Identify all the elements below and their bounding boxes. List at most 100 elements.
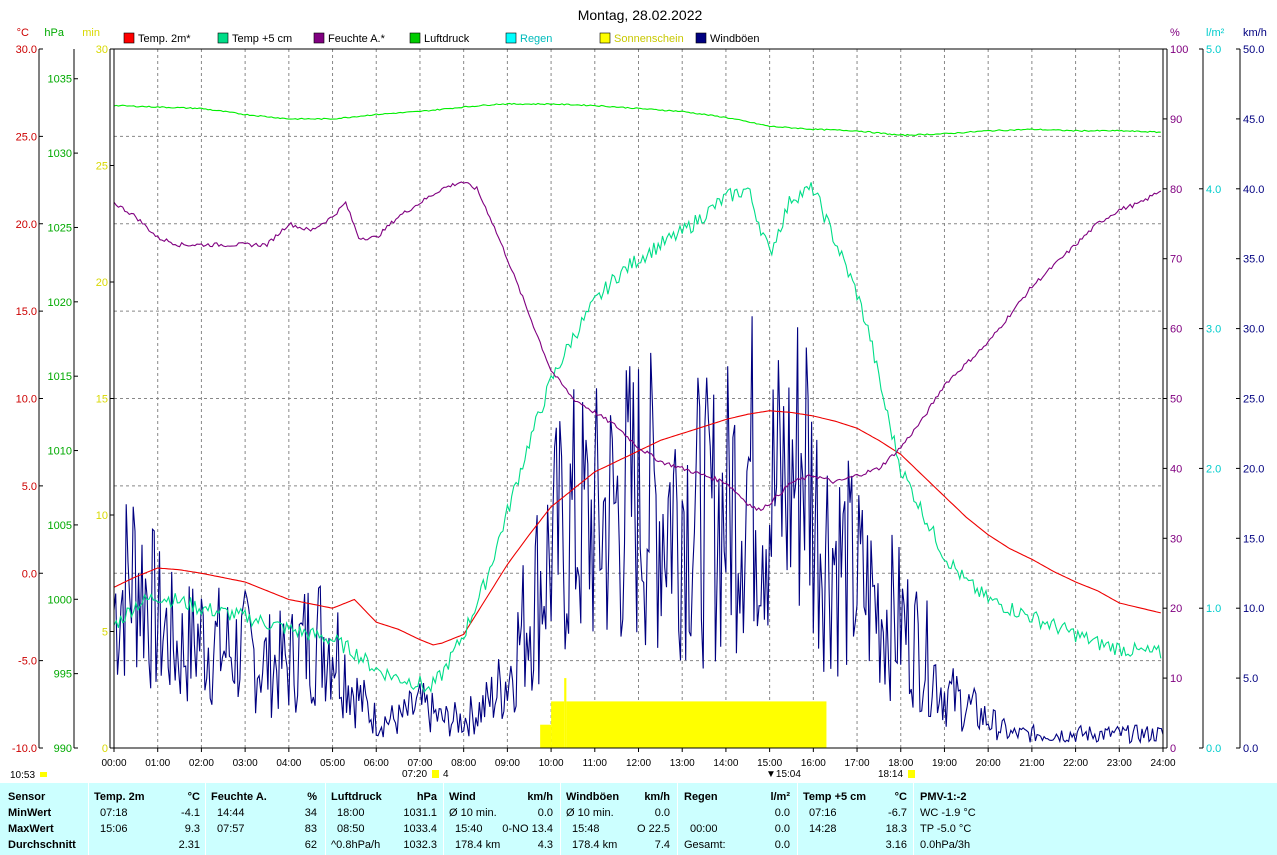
- x-tick-label: 09:00: [495, 758, 520, 769]
- x-tick-label: 20:00: [976, 758, 1001, 769]
- temp_c-tick-label: 20.0: [16, 219, 37, 231]
- wind_kmh-unit-label: km/h: [1243, 27, 1267, 39]
- feuchte-avg-value: 62: [304, 839, 317, 851]
- luftdruck-avg-value: 1032.3: [403, 839, 437, 851]
- feuchte-column: Feuchte A. % 14:44 34 07:57 83 62: [211, 783, 317, 855]
- humidity_pct-unit-label: %: [1170, 27, 1180, 39]
- pressure_hpa-tick-label: 1000: [48, 594, 72, 606]
- luftdruck-min-time: 18:00: [337, 807, 365, 819]
- humidity_pct-tick-label: 100: [1170, 44, 1188, 56]
- windboen-max-time: 15:48: [572, 823, 600, 835]
- rain_lm2-tick-label: 0.0: [1206, 743, 1221, 755]
- sunrise-marker: [432, 770, 439, 778]
- rain_lm2-unit-label: l/m²: [1206, 27, 1225, 39]
- series-line: [113, 102, 1161, 137]
- sunset-label: 18:14: [878, 769, 903, 780]
- temp5cm-header: Temp +5 cm: [803, 791, 867, 803]
- legend-label: Sonnenschein: [614, 33, 684, 45]
- col-separator: [443, 783, 444, 855]
- windboen-header: Windböen: [566, 791, 620, 803]
- pressure_hpa-tick-label: 1005: [48, 520, 72, 532]
- legend-label: Regen: [520, 33, 552, 45]
- sunshine_min-tick-label: 0: [102, 743, 108, 755]
- x-tick-label: 17:00: [845, 758, 870, 769]
- wind_kmh-tick-label: 10.0: [1243, 603, 1264, 615]
- wind_kmh-tick-label: 45.0: [1243, 114, 1264, 126]
- luftdruck-column: Luftdruck hPa 18:00 1031.1 08:50 1033.4 …: [331, 783, 437, 855]
- pressure_hpa-tick-label: 995: [54, 669, 72, 681]
- sunshine-bar: [566, 701, 827, 748]
- wind-max-value: 0-NO 13.4: [502, 823, 553, 835]
- noon-label: ▼15:04: [766, 769, 801, 780]
- legend-label: Temp +5 cm: [232, 33, 292, 45]
- luftdruck-unit: hPa: [416, 791, 437, 803]
- sunshine_min-tick-label: 25: [96, 161, 108, 173]
- rain_lm2-tick-label: 3.0: [1206, 324, 1221, 336]
- rain_lm2-tick-label: 1.0: [1206, 603, 1221, 615]
- sunshine-bar: [540, 724, 552, 748]
- windboen-mean-value: 7.4: [654, 839, 670, 851]
- sunshine_min-tick-label: 20: [96, 277, 108, 289]
- wind-avg-value: 0.0: [537, 807, 553, 819]
- temp2m-min-time: 07:18: [100, 807, 128, 819]
- wind_kmh-tick-label: 25.0: [1243, 394, 1264, 406]
- series-line: [113, 181, 1162, 512]
- temp_c-tick-label: -10.0: [12, 743, 37, 755]
- luftdruck-header: Luftdruck: [331, 791, 382, 803]
- wind-gust-series: [113, 316, 1164, 745]
- legend-swatch: [409, 32, 421, 44]
- sunshine_min-tick-label: 5: [102, 627, 108, 639]
- sunshine_min-tick-label: 10: [96, 510, 108, 522]
- humidity_pct-tick-label: 90: [1170, 114, 1182, 126]
- temp5cm-min-value: -6.7: [888, 807, 907, 819]
- legend-swatch: [695, 32, 707, 44]
- regen-max-time: 00:00: [690, 823, 718, 835]
- pressure_hpa-tick-label: 1020: [48, 297, 72, 309]
- sunset-marker: [908, 770, 915, 778]
- col-separator: [677, 783, 678, 855]
- wind-unit: km/h: [527, 791, 553, 803]
- x-tick-label: 15:00: [757, 758, 782, 769]
- windboen-column: Windböen km/h Ø 10 min. 0.0 15:48 O 22.5…: [566, 783, 670, 855]
- sunshine-bar: [564, 678, 567, 748]
- statistics-table: Sensor MinWert MaxWert Durchschnitt Temp…: [0, 783, 1277, 855]
- temp_c-tick-label: -5.0: [18, 656, 37, 668]
- series-line: [113, 410, 1161, 646]
- humidity_pct-tick-label: 80: [1170, 184, 1182, 196]
- humidity_pct-tick-label: 70: [1170, 254, 1182, 266]
- x-tick-label: 22:00: [1063, 758, 1088, 769]
- pmv-windchill: WC -1.9 °C: [920, 807, 976, 819]
- humidity_pct-tick-label: 50: [1170, 394, 1182, 406]
- x-tick-label: 07:00: [407, 758, 432, 769]
- luftdruck-trend: ^0.8hPa/h: [331, 839, 381, 851]
- wind-header: Wind: [449, 791, 476, 803]
- temp_c-tick-label: 15.0: [16, 306, 37, 318]
- legend-swatch: [217, 32, 229, 44]
- noon-time: 15:04: [776, 769, 801, 780]
- wind_kmh-tick-label: 35.0: [1243, 254, 1264, 266]
- x-tick-label: 24:00: [1150, 758, 1175, 769]
- temp_c-tick-label: 0.0: [22, 568, 37, 580]
- x-tick-label: 05:00: [320, 758, 345, 769]
- col-separator: [205, 783, 206, 855]
- wind_kmh-tick-label: 40.0: [1243, 184, 1264, 196]
- wind-distance: 178.4 km: [455, 839, 501, 851]
- col-separator: [797, 783, 798, 855]
- pressure_hpa-tick-label: 1030: [48, 148, 72, 160]
- grid: [114, 49, 1163, 748]
- rain_lm2-tick-label: 5.0: [1206, 44, 1221, 56]
- x-tick-label: 02:00: [189, 758, 214, 769]
- temp_c-tick-label: 5.0: [22, 481, 37, 493]
- x-tick-label: 13:00: [670, 758, 695, 769]
- pressure_hpa-tick-label: 1015: [48, 371, 72, 383]
- legend-swatch: [123, 32, 135, 44]
- feuchte-max-time: 07:57: [217, 823, 245, 835]
- temp5cm-avg-value: 3.16: [885, 839, 907, 851]
- luftdruck-min-value: 1031.1: [403, 807, 437, 819]
- legend-label: Luftdruck: [424, 33, 470, 45]
- humidity_pct-tick-label: 10: [1170, 673, 1182, 685]
- legend: Temp. 2m* Temp +5 cm Feuchte A.* Luftdruck R…: [123, 32, 760, 45]
- wind_kmh-tick-label: 50.0: [1243, 44, 1264, 56]
- x-tick-label: 19:00: [932, 758, 957, 769]
- legend-swatch: [505, 32, 517, 44]
